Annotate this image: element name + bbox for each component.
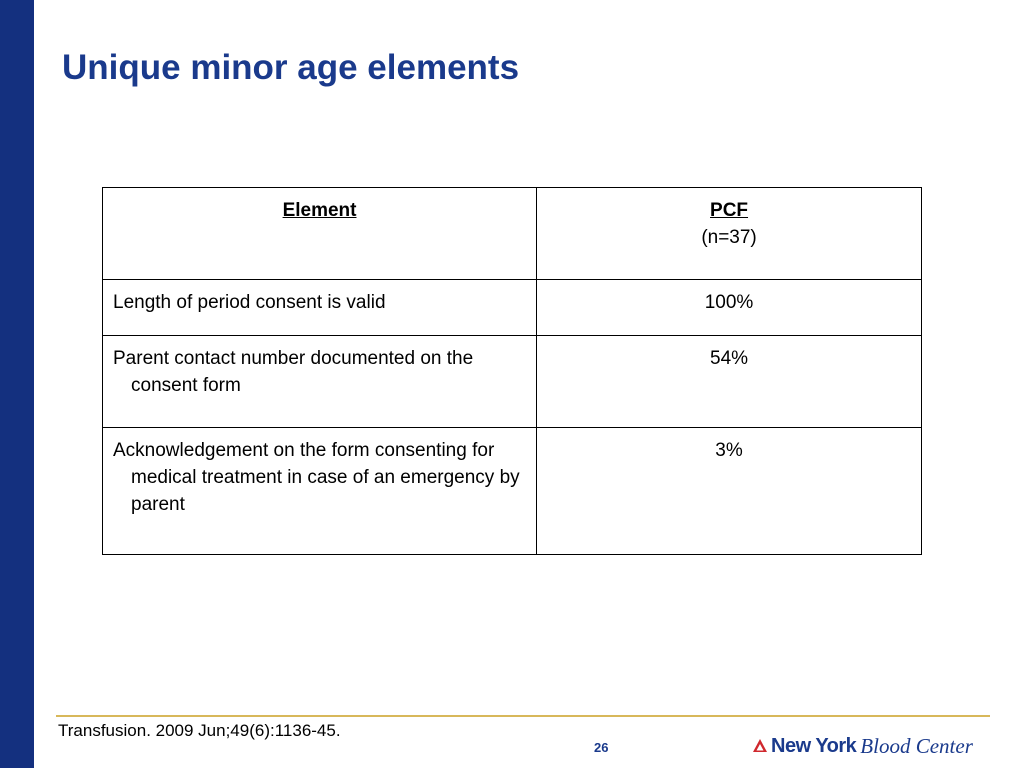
citation: Transfusion. 2009 Jun;49(6):1136-45. xyxy=(58,721,341,740)
header-element: Element xyxy=(101,187,538,280)
header-element-label: Element xyxy=(282,200,357,221)
header-pcf: PCF (n=37) xyxy=(536,187,922,280)
table-row: Parent contact number documented on the … xyxy=(101,335,922,428)
logo-text-bold: New York xyxy=(771,734,857,757)
element-cell: Length of period consent is valid xyxy=(101,279,538,336)
pcf-value-cell: 3% xyxy=(536,427,922,555)
table-row: Length of period consent is valid 100% xyxy=(101,279,922,336)
element-text: Length of period consent is valid xyxy=(113,292,386,313)
new-york-blood-center-logo: New York Blood Center xyxy=(752,733,973,759)
logo-triangle-icon xyxy=(753,739,767,752)
slide-title: Unique minor age elements xyxy=(62,48,520,87)
footer-rule xyxy=(56,715,990,717)
table-header-row: Element PCF (n=37) xyxy=(101,187,922,280)
element-text: Acknowledgement on the form consenting f… xyxy=(113,440,520,515)
element-cell: Acknowledgement on the form consenting f… xyxy=(101,427,538,555)
header-pcf-label: PCF xyxy=(710,200,749,221)
pcf-value-cell: 100% xyxy=(536,279,922,336)
page-number: 26 xyxy=(594,740,609,755)
logo-text-italic: Blood Center xyxy=(860,733,973,758)
header-pcf-sample-size: (n=37) xyxy=(701,227,757,248)
data-table: Element PCF (n=37) Length of period cons… xyxy=(101,187,922,555)
element-text: Parent contact number documented on the … xyxy=(113,348,474,396)
left-side-bar xyxy=(0,0,34,768)
element-cell: Parent contact number documented on the … xyxy=(101,335,538,428)
table-row: Acknowledgement on the form consenting f… xyxy=(101,427,922,555)
pcf-value-cell: 54% xyxy=(536,335,922,428)
